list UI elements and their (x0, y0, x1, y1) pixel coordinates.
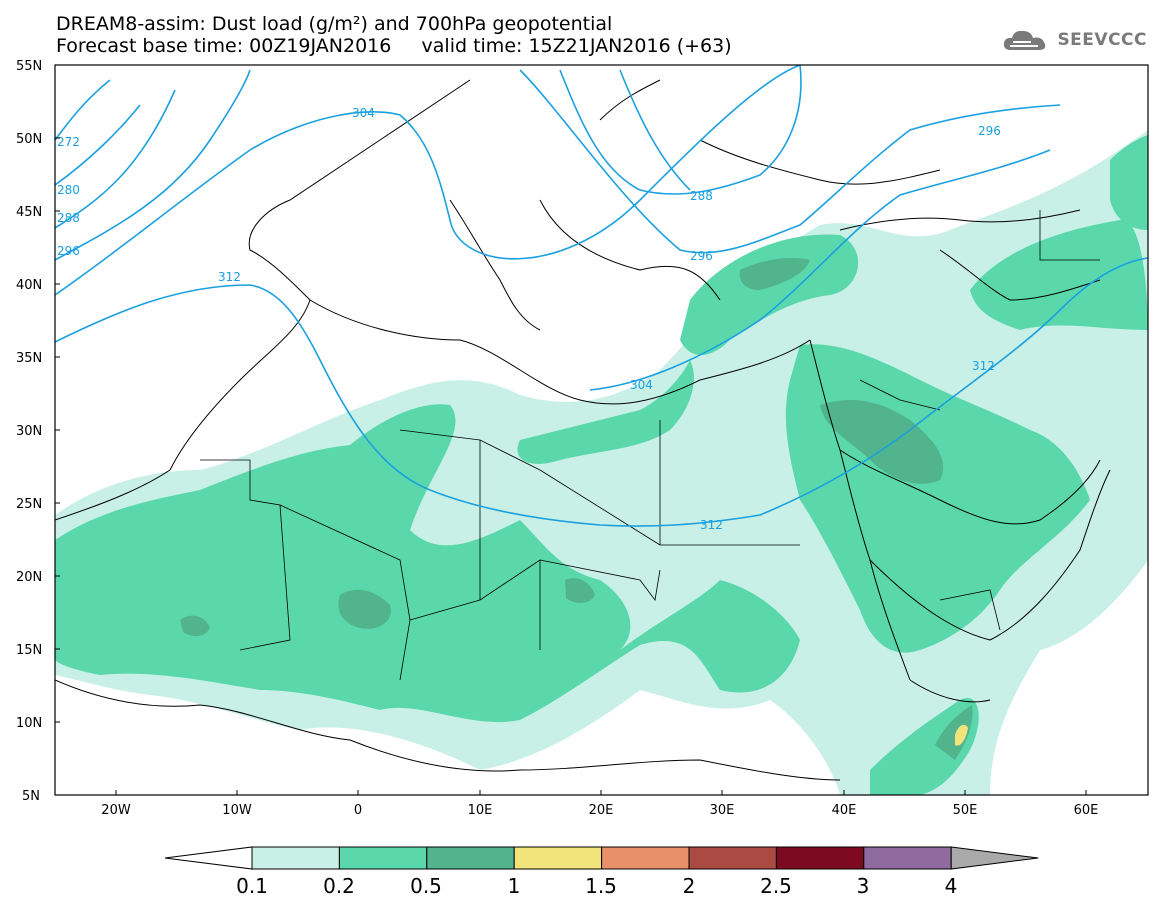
lon-label: 20W (101, 803, 131, 818)
lat-label: 15N (16, 643, 42, 658)
colorbar-tick: 0.5 (410, 874, 442, 898)
isoline-label: 296 (978, 124, 1001, 138)
isoline-label: 296 (57, 244, 80, 258)
dust-area-heavy-west (180, 615, 210, 637)
lon-label: 30E (710, 803, 735, 818)
colorbar-cells (251, 846, 1039, 870)
colorbar-tick: 3 (857, 874, 870, 898)
colorbar-cell (513, 846, 603, 870)
isoline-label: 296 (690, 249, 713, 263)
logo-text: SEEVCCC (1057, 30, 1147, 50)
coastlines (55, 79, 1111, 781)
colorbar-cell (688, 846, 777, 870)
lon-label: 10W (222, 803, 252, 818)
dust-area-levant (680, 234, 859, 355)
dust-area-heavy-mali (338, 589, 391, 629)
map-title: DREAM8-assim: Dust load (g/m²) and 700hP… (56, 13, 613, 35)
colorbar-cell (426, 846, 515, 870)
colorbar-low-arrow (164, 846, 253, 870)
dust-area-turkey (970, 219, 1148, 330)
lat-label: 35N (16, 351, 42, 366)
isoline-label: 288 (57, 211, 80, 225)
lat-label: 5N (22, 789, 40, 804)
dust-area-north-africa (517, 360, 694, 464)
dust-area-medium (55, 404, 800, 723)
colorbar-cell (775, 846, 865, 870)
seevccc-logo: SEEVCCC (1001, 26, 1147, 54)
lon-label: 20E (589, 803, 614, 818)
isoline-label: 304 (352, 106, 375, 120)
geopotential-isolines (55, 65, 1148, 527)
lat-label: 20N (16, 570, 42, 585)
lat-label: 45N (16, 205, 42, 220)
lat-label: 25N (16, 497, 42, 512)
colorbar-tick: 1.5 (585, 874, 617, 898)
dust-area-heavy-somalia (935, 705, 973, 760)
lon-label: 40E (832, 803, 857, 818)
lat-label: 55N (16, 59, 42, 74)
colorbar-tick: 0.2 (323, 874, 355, 898)
isoline-labels: 272 280 288 296 304 312 304 296 288 296 … (57, 106, 1001, 532)
lon-label: 60E (1074, 803, 1099, 818)
colorbar-tick: 4 (945, 874, 958, 898)
colorbar-cell (251, 846, 340, 870)
dust-area-peak (955, 724, 968, 746)
lat-label: 50N (16, 132, 42, 147)
colorbar-cell (601, 846, 690, 870)
colorbar: 0.1 0.2 0.5 1 1.5 2 2.5 3 4 (164, 846, 1039, 898)
isoline-label: 280 (57, 183, 80, 197)
isoline-label: 272 (57, 135, 80, 149)
colorbar-tick: 2 (683, 874, 696, 898)
lat-label: 10N (16, 716, 42, 731)
lon-label: 10E (468, 803, 493, 818)
longitude-axis: 20W 10W 0 10E 20E 30E 40E 50E 60E (101, 790, 1098, 818)
colorbar-high-arrow (950, 846, 1039, 870)
map-subtitle: Forecast base time: 00Z19JAN2016 valid t… (56, 35, 732, 57)
colorbar-cell (863, 846, 952, 870)
dust-area-northeast (1110, 135, 1148, 230)
dust-area-heavy-iraq (820, 400, 944, 484)
isoline-label: 312 (972, 359, 995, 373)
borders (200, 210, 1100, 681)
dust-area-heavy-niger (565, 578, 595, 603)
colorbar-tick: 2.5 (760, 874, 792, 898)
colorbar-tick: 1 (508, 874, 521, 898)
colorbar-tick: 0.1 (236, 874, 268, 898)
isoline-label: 288 (690, 189, 713, 203)
isoline-label: 312 (218, 270, 241, 284)
latitude-axis: 55N 50N 45N 40N 35N 30N 25N 20N 15N 10N … (16, 59, 60, 804)
lat-label: 30N (16, 424, 42, 439)
lon-label: 0 (354, 803, 362, 818)
colorbar-cell (338, 846, 428, 870)
cloud-logo-icon (1004, 30, 1046, 50)
lon-label: 50E (953, 803, 978, 818)
dust-area-heavy-turkey (739, 258, 810, 290)
dust-field: 272 280 288 296 304 312 304 296 288 296 … (55, 65, 1148, 795)
isoline-label: 304 (630, 378, 653, 392)
isoline-label: 312 (700, 518, 723, 532)
lat-label: 40N (16, 278, 42, 293)
